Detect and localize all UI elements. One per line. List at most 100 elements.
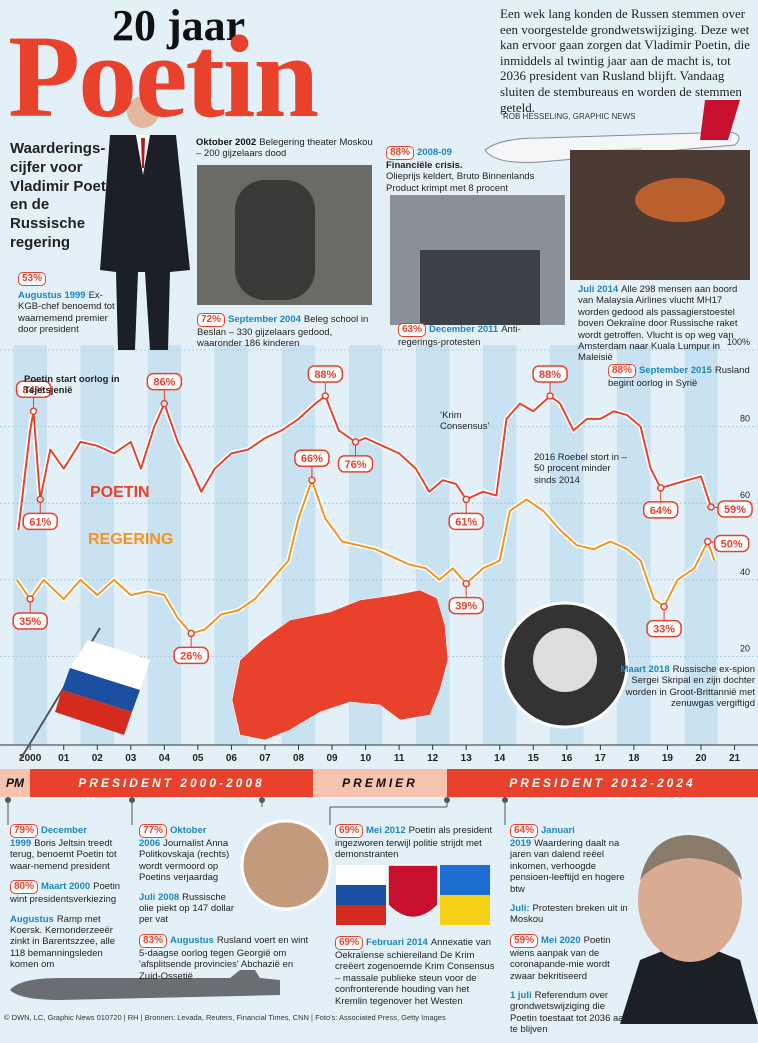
date: Mei 2012 — [366, 825, 406, 836]
annotation: Juli 2014 Alle 298 mensen aan boord van M… — [578, 284, 750, 364]
callout-label: 76% — [345, 459, 367, 471]
date: Augustus — [10, 913, 54, 925]
pct: 59% — [510, 933, 539, 948]
x-tick-label: 04 — [159, 753, 171, 764]
x-tick-label: 2000 — [19, 753, 42, 764]
callout-box — [448, 596, 484, 615]
date: September 2015 — [639, 365, 712, 376]
footer: © DWN, LC, Graphic News 010720 | RH | Br… — [4, 1013, 446, 1022]
callout-label: 35% — [19, 616, 41, 628]
callout-box — [22, 512, 58, 531]
date: Juli: — [510, 902, 530, 914]
note: 1 juli Referendum over grondwetswijziging… — [510, 990, 630, 1036]
callout-box — [532, 365, 568, 383]
callout-box — [713, 534, 750, 553]
heading: Financiële crisis. — [386, 160, 463, 171]
callout-box — [173, 646, 209, 665]
date: 1 juli — [510, 989, 532, 1001]
annotation: Oktober 2002 Belegering theater Moskou – … — [196, 137, 374, 160]
note: Augustus Ramp met Koersk. Kernonderzeeër … — [10, 914, 128, 971]
callout-box — [717, 500, 753, 518]
text: Beleg school in Beslan – 330 gijzelaars … — [197, 314, 369, 350]
note: 83% Augustus Rusland voert en wint 5-daags… — [139, 933, 314, 982]
x-tick-label: 16 — [561, 753, 573, 764]
callout-dot — [321, 392, 330, 400]
pct: 72% — [197, 313, 226, 327]
callout-box — [15, 380, 52, 399]
timeline-premier: PREMIER — [313, 769, 447, 797]
x-tick-label: 03 — [125, 753, 137, 764]
callout-label: 88% — [539, 369, 561, 381]
callout-label: 61% — [29, 516, 51, 528]
x-tick-label: 10 — [360, 753, 372, 764]
pct: 88% — [386, 146, 415, 160]
callout-label: 64% — [650, 505, 672, 517]
stripe — [13, 345, 47, 745]
x-tick-label: 11 — [394, 753, 405, 764]
series-label: REGERING — [88, 531, 173, 548]
annotation: 88% 2008-09 Financiële crisis. Olieprijs ke… — [386, 146, 564, 194]
callout-label: 61% — [455, 516, 477, 528]
callout-dot — [308, 476, 316, 484]
date: Mei 2020 — [541, 934, 581, 946]
callout-box — [646, 619, 682, 638]
note: 69% Mei 2012 Poetin als president ingezwor… — [335, 824, 500, 861]
x-tick-label: 18 — [628, 753, 640, 764]
pct: 79% — [10, 824, 39, 838]
timeline-president: PRESIDENT 2012-2024 — [447, 769, 758, 797]
pct: 69% — [335, 936, 364, 950]
timeline-pins — [5, 797, 508, 825]
date: 2008-09 — [417, 147, 452, 158]
series-label: POETIN — [90, 484, 150, 501]
x-tick-label: 08 — [293, 753, 305, 764]
annotation: 53% Augustus 1999 Ex-KGB-chef benoemd tot … — [18, 272, 126, 336]
callout-box — [307, 365, 344, 383]
text: Ex-KGB-chef benoemd tot waarnemend premi… — [18, 290, 115, 336]
text: Journalist Anna Politkovskaja (rechts) w… — [139, 838, 230, 884]
text: Russische ex-spion Sergei Skripal en zij… — [625, 664, 755, 710]
pct: 77% — [139, 824, 168, 838]
text: Russische olie piekt op 147 dollar per v… — [139, 891, 235, 926]
callout-label: 26% — [180, 650, 202, 662]
date: September 2004 — [228, 314, 301, 325]
callout-dot — [160, 399, 169, 408]
callout-dot — [462, 579, 470, 588]
callout-box — [337, 455, 374, 473]
date: Juli 2014 — [578, 284, 619, 295]
annotation: 2016 Roebel stort in – 50 procent minder… — [534, 452, 627, 486]
callout-box — [448, 512, 484, 531]
y-tick-label: 80 — [740, 414, 750, 424]
note: 79% December 1999 Boris Jeltsin treedt ter… — [10, 824, 128, 872]
pct: 88% — [608, 364, 637, 378]
callout-dot — [546, 392, 554, 400]
x-tick-label: 20 — [695, 753, 707, 764]
x-tick-label: 01 — [58, 753, 70, 764]
callout-label: 39% — [455, 601, 477, 613]
pct: 64% — [510, 824, 539, 838]
timeline-pm: PM — [0, 769, 30, 797]
y-tick-label: 40 — [740, 567, 750, 577]
date: Juli 2008 — [139, 891, 180, 903]
annotation: 72% September 2004 Beleg school in Beslan … — [197, 313, 375, 350]
date: Oktober 2006 — [139, 825, 207, 849]
x-tick-label: 09 — [326, 753, 338, 764]
note: Juli 2008 Russische olie piekt op 147 dol… — [139, 892, 239, 926]
date: Februari 2014 — [366, 937, 428, 948]
text: Rusland begint oorlog in Syrië — [608, 365, 750, 389]
callout-dot — [703, 537, 712, 546]
note: 77% Oktober 2006 Journalist Anna Politkovs… — [139, 824, 239, 884]
callout-dot — [36, 495, 44, 504]
y-tick-label: 20 — [740, 643, 750, 653]
stripe — [684, 345, 718, 745]
stripe — [415, 345, 450, 745]
text: Olieprijs keldert, Bruto Binnenlands Pro… — [386, 171, 535, 194]
x-tick-label: 15 — [528, 753, 540, 764]
stripe — [214, 345, 249, 745]
text: Boris Jeltsin treedt terug, benoemt Poet… — [10, 838, 117, 872]
x-tick-label: 12 — [427, 753, 439, 764]
date: December 2011 — [429, 324, 499, 335]
pct: 53% — [18, 272, 47, 286]
x-tick-label: 13 — [461, 753, 473, 764]
text: Rusland voert en wint 5-daagse oorlog te… — [139, 934, 309, 982]
annotation: ‘Krim Consensus’ — [440, 410, 490, 433]
